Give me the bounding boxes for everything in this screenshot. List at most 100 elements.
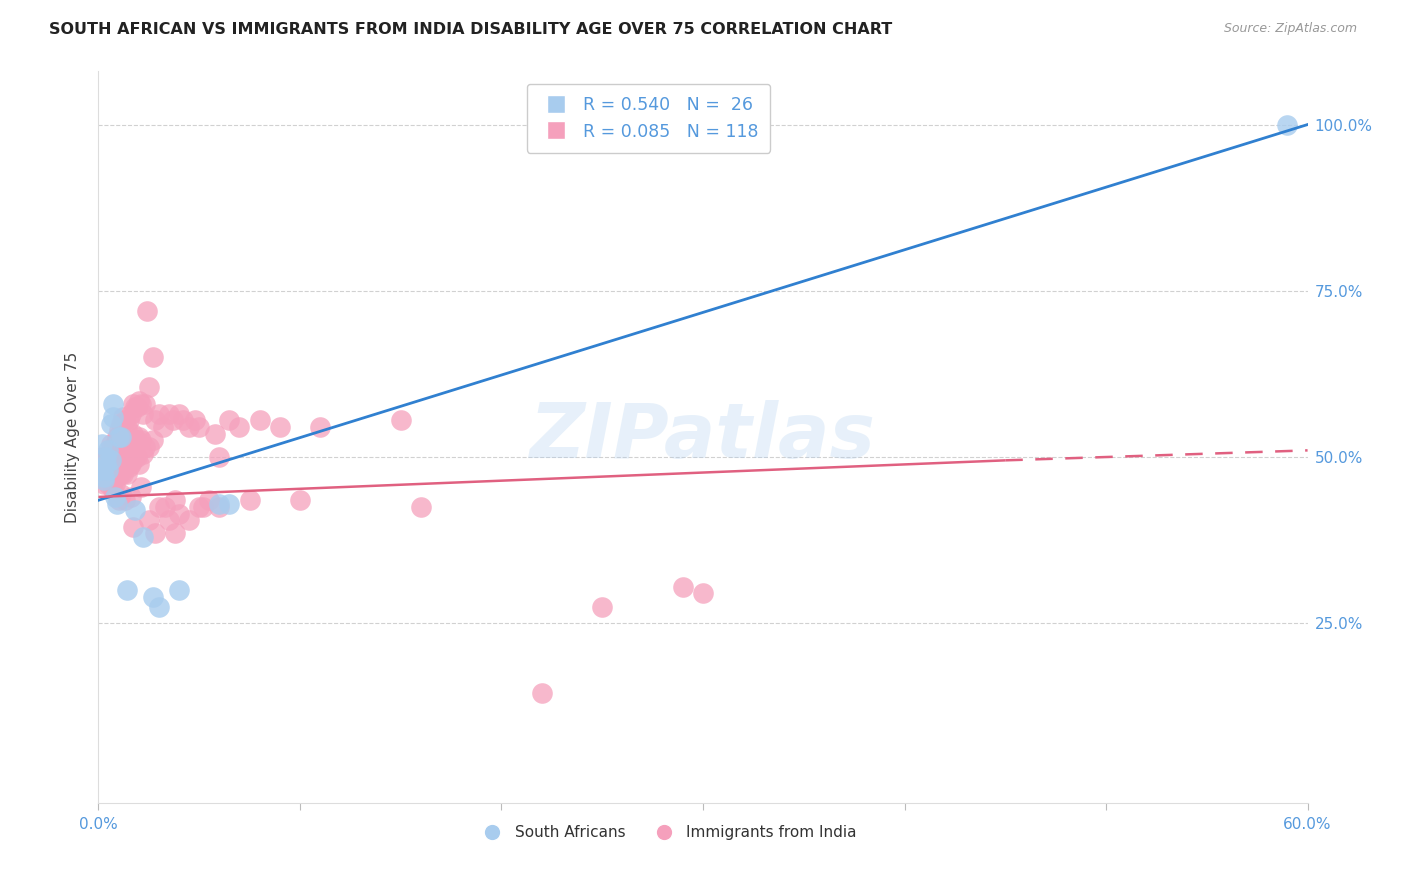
Point (138, 440, 160, 454)
Point (208, 497, 231, 511)
Point (124, 450, 146, 464)
Point (148, 500, 170, 514)
Point (110, 417, 132, 431)
Point (631, 118, 654, 132)
Point (100, 417, 122, 431)
Point (148, 407, 170, 421)
Point (96, 457, 118, 471)
Point (103, 490, 125, 504)
Point (100, 450, 122, 464)
Point (228, 420, 250, 434)
Point (107, 424, 129, 438)
Point (167, 582, 190, 597)
Point (105, 497, 128, 511)
Point (142, 434, 165, 448)
Point (157, 407, 180, 421)
Point (193, 500, 215, 514)
Point (97, 443, 120, 458)
Point (96, 450, 118, 464)
Point (129, 480, 152, 494)
Legend: South Africans, Immigrants from India: South Africans, Immigrants from India (471, 819, 863, 847)
Point (91, 457, 114, 471)
Point (101, 397, 124, 411)
Point (118, 460, 141, 475)
Point (167, 407, 190, 421)
Point (105, 430, 128, 444)
Point (97, 453, 120, 467)
Point (101, 440, 124, 454)
Point (121, 520, 143, 534)
Point (121, 426, 143, 441)
Point (93, 467, 115, 481)
Point (101, 483, 124, 498)
Point (103, 436, 125, 450)
Point (138, 380, 160, 394)
Point (105, 443, 128, 458)
Point (269, 420, 291, 434)
Point (129, 434, 152, 448)
Point (107, 430, 129, 444)
Point (138, 513, 160, 527)
Point (91, 436, 114, 450)
Point (153, 500, 176, 514)
Point (93, 473, 115, 487)
Point (218, 497, 240, 511)
Point (128, 393, 150, 408)
Point (101, 410, 124, 425)
Point (309, 420, 332, 434)
Point (91, 450, 114, 464)
Point (143, 413, 166, 427)
Point (97, 467, 120, 481)
Y-axis label: Disability Age Over 75: Disability Age Over 75 (65, 351, 80, 523)
Point (96, 450, 118, 464)
Point (120, 434, 142, 448)
Point (115, 440, 138, 454)
Point (110, 436, 132, 450)
Point (125, 450, 148, 464)
Point (134, 397, 156, 411)
Point (93, 457, 115, 471)
Point (101, 467, 124, 481)
Point (114, 453, 136, 467)
Text: SOUTH AFRICAN VS IMMIGRANTS FROM INDIA DISABILITY AGE OVER 75 CORRELATION CHART: SOUTH AFRICAN VS IMMIGRANTS FROM INDIA D… (49, 22, 893, 37)
Point (103, 476, 125, 491)
Point (118, 413, 141, 427)
Point (121, 453, 143, 467)
Point (100, 453, 122, 467)
Point (107, 453, 129, 467)
Point (692, 586, 714, 600)
Point (115, 467, 138, 481)
Point (198, 493, 221, 508)
Point (1277, 118, 1299, 132)
Point (184, 413, 207, 427)
Point (110, 486, 132, 500)
Point (107, 493, 129, 508)
Point (163, 493, 186, 508)
Point (101, 450, 124, 464)
Point (120, 457, 142, 471)
Point (111, 410, 134, 425)
Point (89, 463, 111, 477)
Point (249, 413, 271, 427)
Point (89, 463, 111, 477)
Point (239, 493, 262, 508)
Point (125, 434, 148, 448)
Point (142, 351, 165, 365)
Point (208, 450, 231, 464)
Point (208, 500, 231, 514)
Point (110, 430, 132, 444)
Text: ZIPatlas: ZIPatlas (530, 401, 876, 474)
Point (93, 476, 115, 491)
Point (93, 470, 115, 484)
Point (111, 443, 134, 458)
Point (107, 467, 129, 481)
Point (128, 430, 150, 444)
Point (143, 526, 166, 541)
Point (204, 426, 226, 441)
Point (110, 450, 132, 464)
Text: Source: ZipAtlas.com: Source: ZipAtlas.com (1223, 22, 1357, 36)
Point (107, 440, 129, 454)
Point (179, 420, 201, 434)
Point (114, 413, 136, 427)
Point (124, 434, 146, 448)
